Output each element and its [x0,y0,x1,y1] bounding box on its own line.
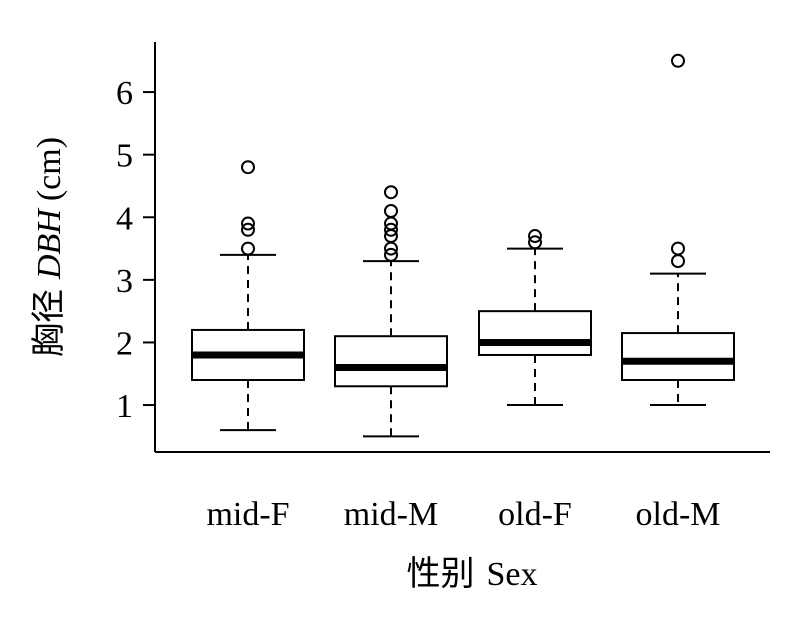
box-old-M [621,53,735,407]
box-mid-M [334,185,448,438]
y-axis-title: 胸径 DBH (cm) [30,137,68,357]
x-category-label: old-F [498,496,572,533]
outlier-point [528,235,542,250]
outlier-point [384,185,398,200]
y-ticks: 1 2 3 4 5 6 [116,75,155,425]
box-old-F [478,229,592,407]
x-axis-title-en: Sex [487,556,538,593]
y-tick-label: 2 [116,325,133,362]
x-axis-title-cn: 性别 [407,555,475,593]
y-tick-label: 6 [116,75,133,112]
y-axis-title-cn: 胸径 [30,289,68,357]
x-category-label: mid-M [344,496,438,533]
y-tick-label: 3 [116,263,133,300]
x-category-label: old-M [636,496,721,533]
y-tick-label: 4 [116,200,133,237]
iqr-box [334,335,448,388]
outlier-point [671,254,685,269]
outlier-point [384,222,398,237]
x-axis-title: 性别 Sex [407,555,538,593]
y-axis-title-var: DBH [31,207,68,280]
category-labels: mid-F mid-M old-F old-M [206,496,720,533]
y-tick-label: 1 [116,388,133,425]
outlier-point [241,222,255,237]
x-category-label: mid-F [206,496,289,533]
iqr-box [621,332,735,382]
boxes [191,53,735,438]
outlier-point [384,204,398,219]
outlier-point [241,241,255,256]
y-tick-label: 5 [116,138,133,175]
axes [154,42,770,453]
outlier-point [671,53,685,68]
outlier-point [384,247,398,262]
iqr-box [478,310,592,356]
outlier-point [528,229,542,244]
box-mid-F [191,160,305,432]
outlier-point [671,241,685,256]
outlier-point [241,216,255,231]
outlier-point [241,160,255,175]
y-axis-title-unit: (cm) [31,137,68,201]
